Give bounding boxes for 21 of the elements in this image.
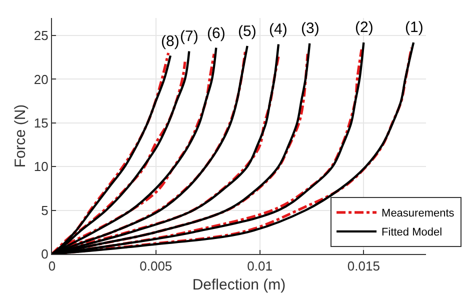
annotation: (2) bbox=[355, 19, 374, 36]
y-axis-title: Force (N) bbox=[12, 104, 30, 168]
annotation: (6) bbox=[207, 25, 226, 42]
x-tick-label: 0.005 bbox=[140, 258, 172, 274]
y-tick-label: 5 bbox=[41, 202, 48, 218]
legend-label: Measurements bbox=[382, 208, 455, 220]
legend-label: Fitted Model bbox=[382, 226, 442, 239]
y-tick-label: 15 bbox=[34, 115, 48, 130]
y-tick-label: 0 bbox=[41, 246, 48, 262]
x-axis-title: Deflection (m) bbox=[192, 276, 286, 294]
y-tick-label: 20 bbox=[34, 72, 48, 87]
annotation: (1) bbox=[405, 19, 424, 36]
annotation: (8) bbox=[161, 33, 180, 50]
annotation: (7) bbox=[180, 28, 198, 45]
annotation: (4) bbox=[269, 21, 288, 38]
annotation: (3) bbox=[301, 20, 320, 37]
x-tick-label: 0.01 bbox=[247, 258, 272, 274]
y-tick-label: 25 bbox=[34, 28, 48, 44]
x-tick-label: 0.015 bbox=[347, 258, 380, 274]
annotation: (5) bbox=[238, 23, 256, 40]
y-tick-label: 10 bbox=[34, 159, 48, 174]
